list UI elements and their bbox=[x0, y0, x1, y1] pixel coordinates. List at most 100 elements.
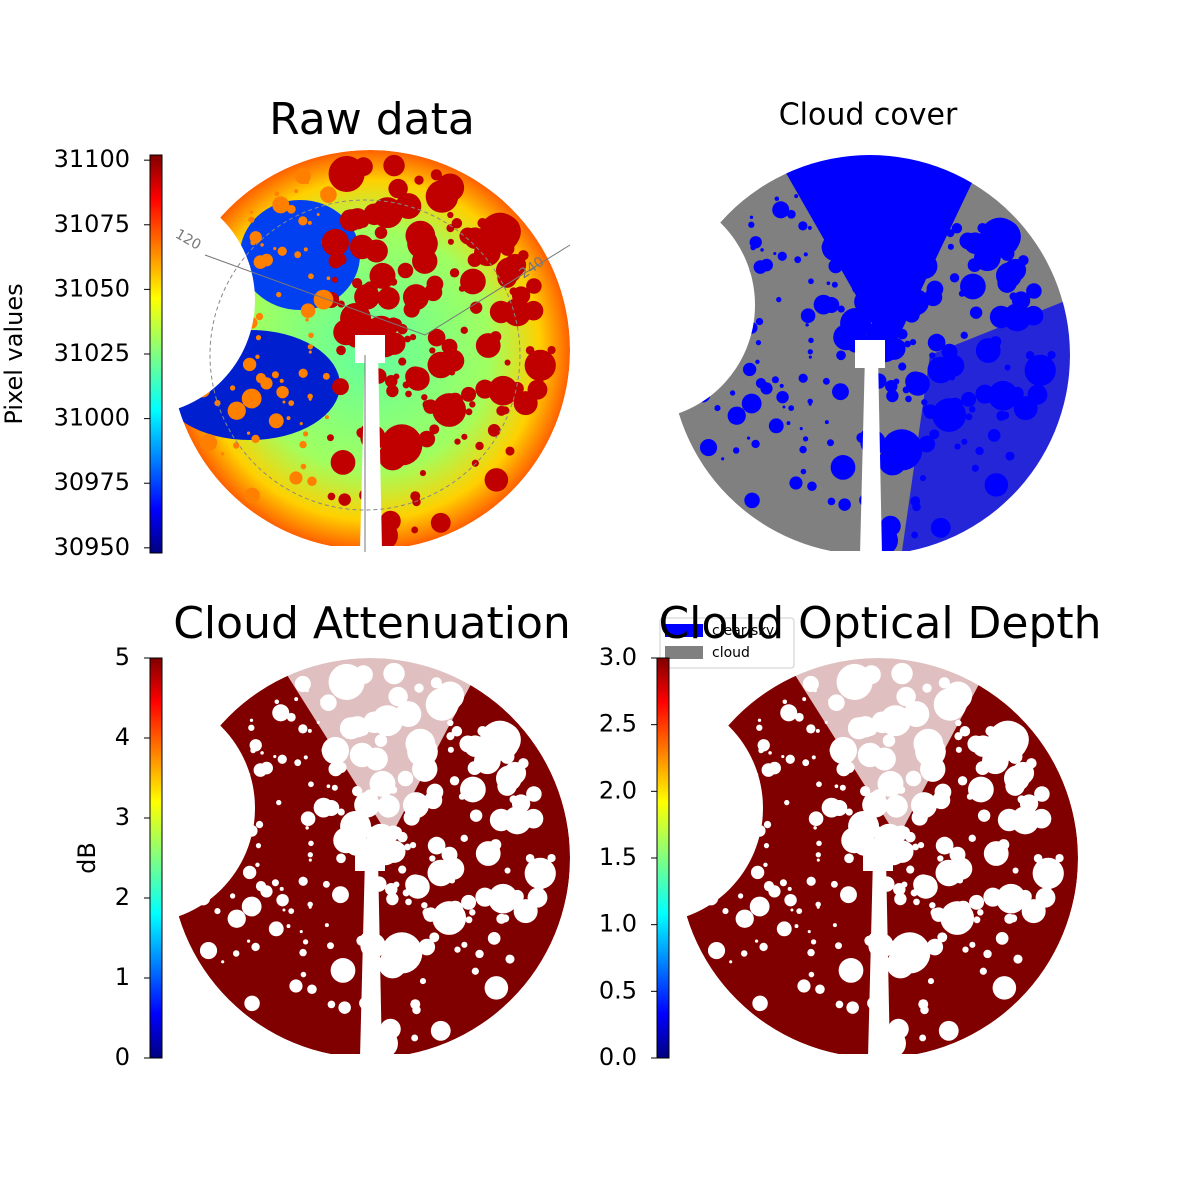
image-blob bbox=[922, 683, 932, 693]
image-blob bbox=[755, 340, 762, 346]
image-blob bbox=[919, 475, 927, 482]
image-blob bbox=[977, 223, 988, 234]
image-blob bbox=[737, 893, 744, 899]
image-blob bbox=[458, 793, 466, 800]
image-blob bbox=[1000, 246, 1015, 261]
image-blob bbox=[937, 855, 944, 862]
image-blob bbox=[338, 165, 351, 178]
colorbar-tick-label: 5 bbox=[115, 643, 130, 671]
image-blob bbox=[326, 276, 331, 281]
image-blob bbox=[378, 950, 407, 979]
image-blob bbox=[490, 331, 502, 343]
image-blob bbox=[1011, 806, 1040, 835]
image-blob bbox=[744, 492, 760, 509]
image-blob bbox=[405, 898, 412, 906]
image-blob bbox=[777, 251, 787, 261]
image-blob bbox=[402, 792, 430, 819]
image-blob bbox=[748, 308, 753, 314]
image-blob bbox=[692, 361, 697, 366]
image-blob bbox=[763, 843, 770, 849]
image-blob bbox=[294, 697, 299, 702]
image-blob bbox=[700, 864, 705, 869]
image-blob bbox=[244, 995, 260, 1012]
image-blob bbox=[690, 896, 699, 904]
image-blob bbox=[421, 394, 428, 401]
image-blob bbox=[954, 443, 961, 450]
image-blob bbox=[475, 441, 484, 451]
image-blob bbox=[222, 743, 227, 747]
sky-image bbox=[678, 648, 1078, 1059]
image-blob bbox=[336, 345, 346, 356]
image-blob bbox=[412, 248, 438, 274]
image-blob bbox=[386, 892, 399, 906]
image-blob bbox=[784, 893, 797, 907]
image-blob bbox=[874, 378, 883, 387]
image-blob bbox=[441, 349, 465, 372]
image-blob bbox=[298, 368, 308, 378]
image-blob bbox=[951, 223, 963, 234]
image-blob bbox=[488, 883, 518, 914]
image-blob bbox=[782, 699, 788, 704]
image-blob bbox=[320, 186, 337, 203]
image-blob bbox=[891, 323, 902, 335]
image-blob bbox=[276, 291, 282, 298]
image-blob bbox=[500, 749, 515, 764]
image-blob bbox=[294, 251, 302, 259]
image-blob bbox=[965, 413, 973, 421]
image-blob bbox=[327, 492, 336, 501]
image-blob bbox=[983, 887, 1003, 907]
image-blob bbox=[221, 960, 225, 964]
image-blob bbox=[1008, 749, 1023, 764]
image-blob bbox=[395, 843, 406, 854]
image-blob bbox=[851, 283, 863, 294]
image-blob bbox=[477, 726, 488, 737]
panel: Cloud Optical Depth 0.0 0.5 1.0 1.5 2.0 2.5 3.0 bbox=[599, 598, 1102, 1071]
image-blob bbox=[844, 853, 854, 864]
image-blob bbox=[788, 405, 795, 411]
image-blob bbox=[409, 333, 417, 341]
image-blob bbox=[273, 754, 277, 759]
image-blob bbox=[938, 677, 950, 689]
image-blob bbox=[996, 410, 1007, 421]
image-blob bbox=[1055, 853, 1064, 863]
image-blob bbox=[380, 510, 401, 532]
image-blob bbox=[815, 852, 821, 858]
colorbar-tick-label: 31025 bbox=[54, 339, 130, 367]
image-blob bbox=[913, 874, 934, 895]
image-blob bbox=[260, 751, 264, 755]
legend-label: cloud bbox=[712, 645, 750, 661]
image-blob bbox=[495, 257, 522, 284]
image-blob bbox=[815, 728, 820, 733]
image-blob bbox=[966, 793, 974, 800]
image-blob bbox=[460, 268, 486, 295]
image-blob bbox=[808, 811, 824, 826]
image-blob bbox=[682, 393, 691, 401]
image-blob bbox=[1003, 765, 1030, 792]
image-blob bbox=[276, 893, 289, 907]
image-blob bbox=[813, 294, 834, 315]
image-blob bbox=[701, 797, 720, 816]
image-blob bbox=[955, 719, 962, 727]
colorbar bbox=[149, 154, 163, 554]
image-blob bbox=[933, 688, 967, 721]
image-blob bbox=[949, 857, 973, 880]
image-blob bbox=[967, 735, 985, 753]
image-blob bbox=[223, 332, 233, 342]
image-blob bbox=[797, 979, 811, 993]
image-blob bbox=[354, 665, 373, 685]
image-blob bbox=[409, 841, 417, 849]
image-blob bbox=[279, 886, 284, 891]
colorbar-tick-label: 30975 bbox=[54, 468, 130, 496]
colorbar-tick-label: 30950 bbox=[54, 533, 130, 561]
image-blob bbox=[885, 795, 908, 818]
image-blob bbox=[255, 335, 262, 341]
image-blob bbox=[446, 732, 455, 741]
legend-swatch bbox=[665, 646, 703, 659]
image-blob bbox=[274, 191, 280, 196]
image-blob bbox=[888, 183, 908, 204]
image-blob bbox=[912, 843, 919, 851]
image-blob bbox=[469, 255, 479, 264]
image-blob bbox=[484, 976, 509, 1000]
image-blob bbox=[760, 382, 773, 395]
image-blob bbox=[321, 736, 350, 765]
